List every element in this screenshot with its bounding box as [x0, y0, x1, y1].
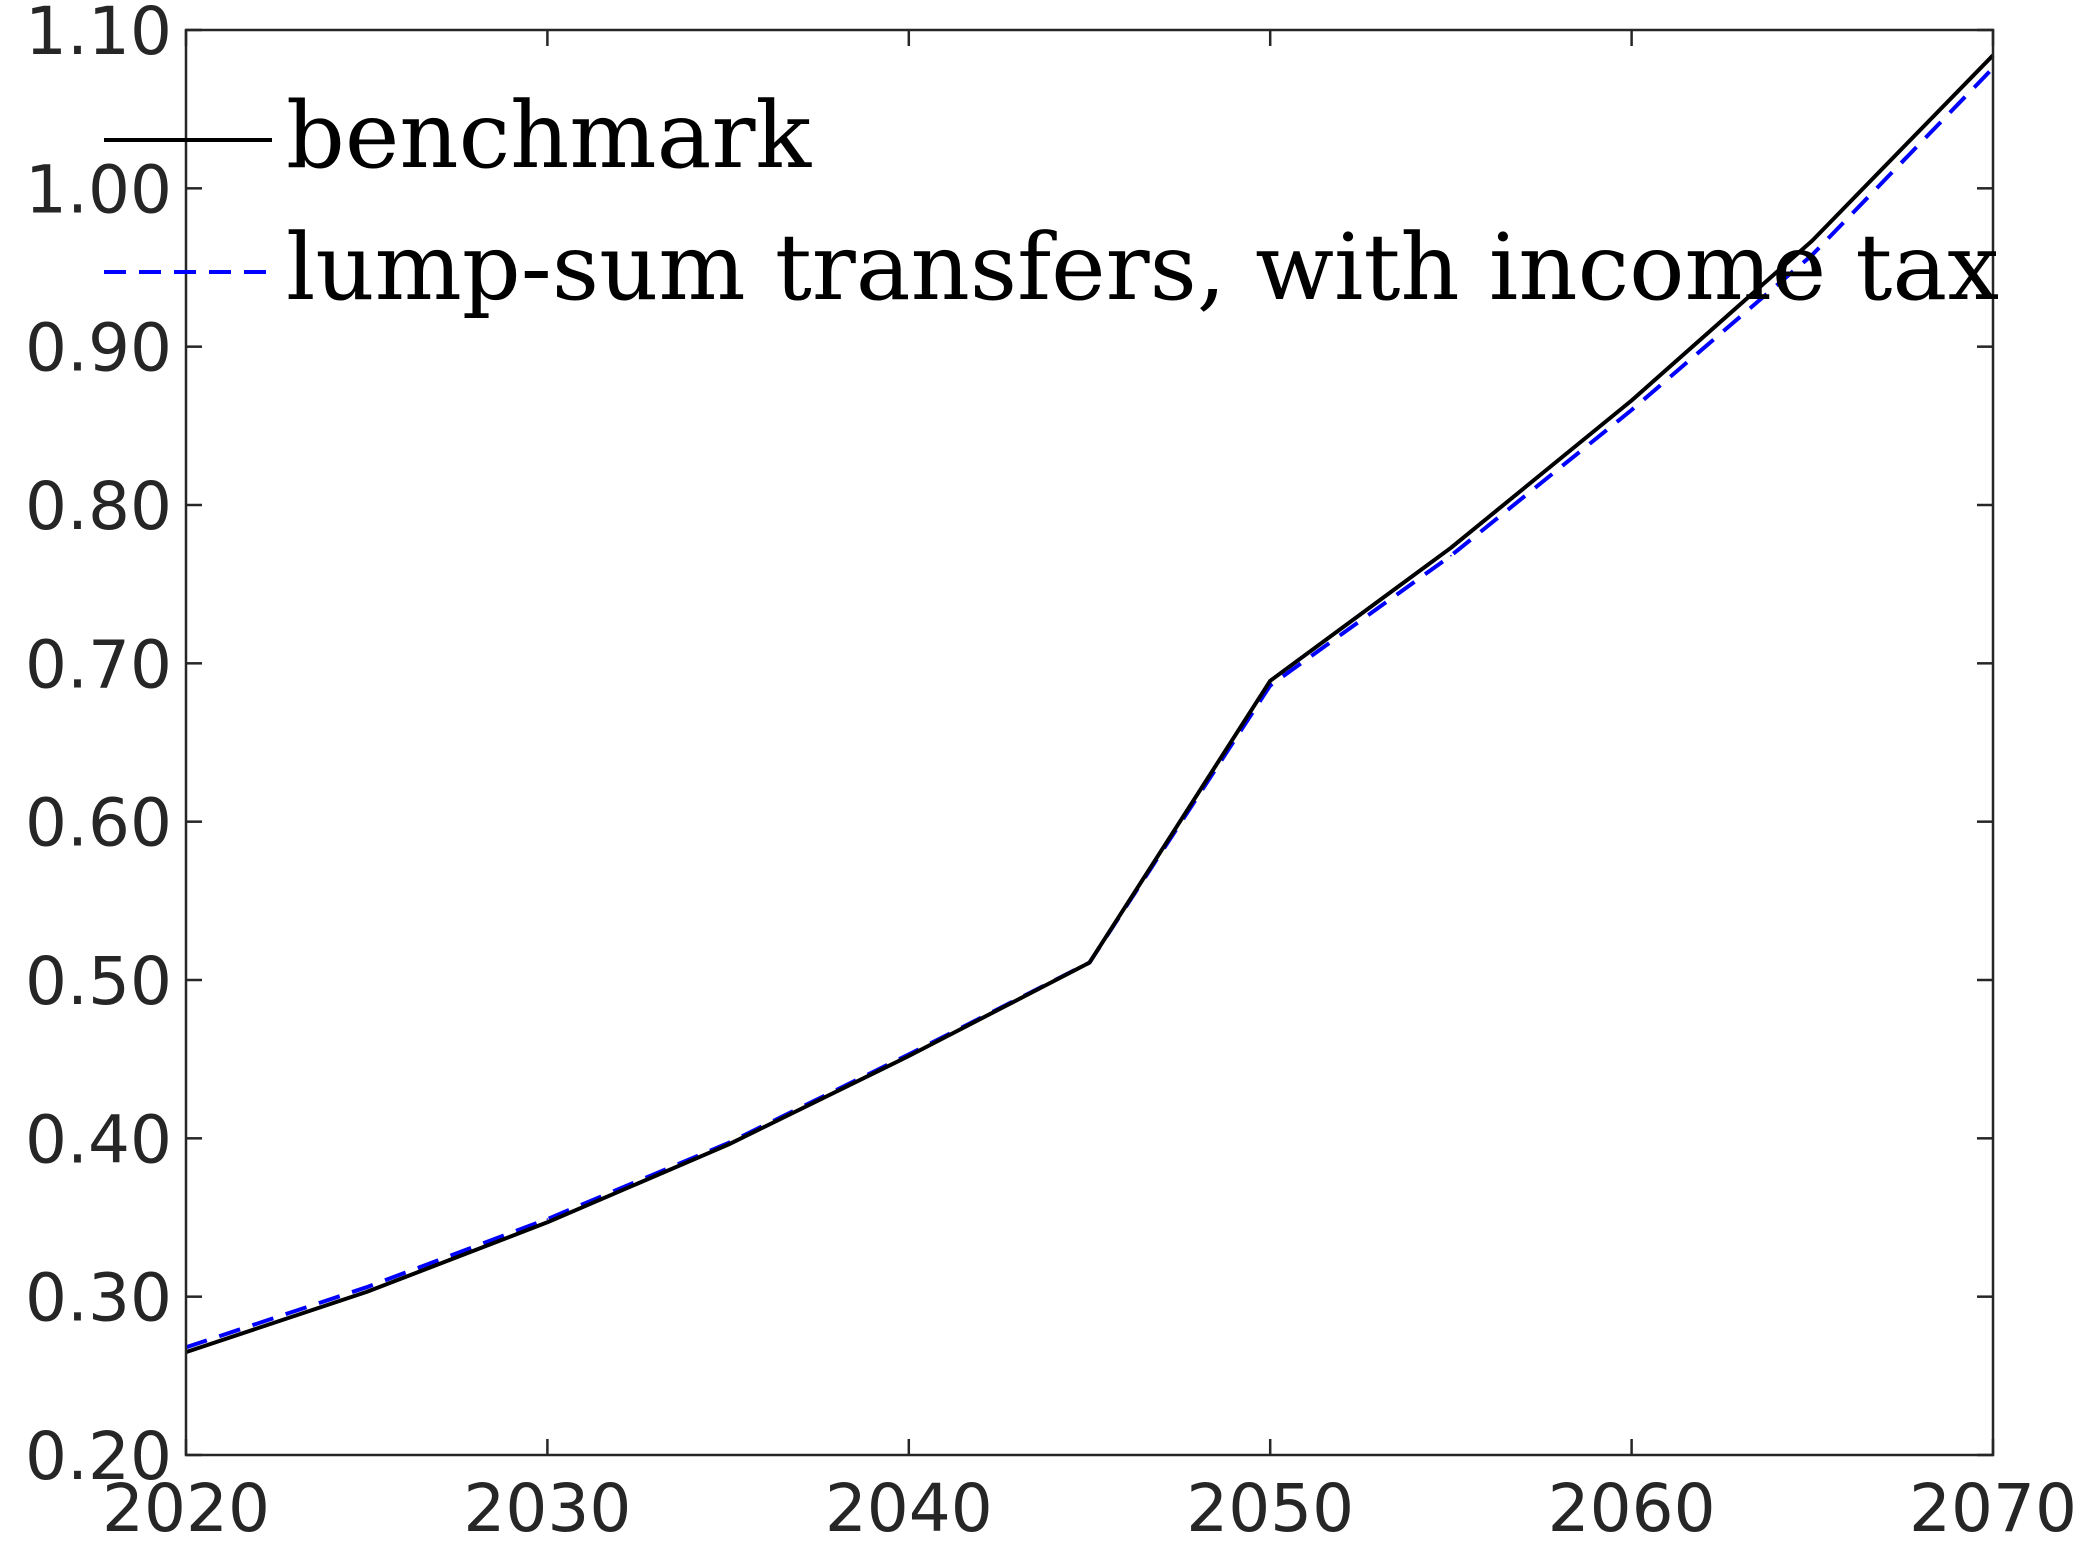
series-0-point	[546, 1221, 549, 1224]
series-1-point	[1630, 409, 1633, 411]
plot-area-frame	[184, 28, 1995, 1457]
x-tick-label: 2060	[1548, 1470, 1716, 1547]
y-tick-label: 1.00	[25, 151, 172, 228]
series-0-point	[908, 1055, 910, 1057]
series-1-point	[1450, 554, 1452, 557]
series-0-point	[1088, 961, 1091, 964]
x-tick-label: 2050	[1186, 1470, 1354, 1547]
x-tick-label: 2040	[825, 1470, 993, 1547]
series-1-point	[1811, 254, 1814, 256]
y-tick-label: 0.70	[25, 626, 172, 703]
x-tick-label: 2020	[102, 1470, 270, 1547]
y-tick-label: 0.80	[25, 468, 172, 545]
y-tick-label: 0.30	[25, 1260, 172, 1337]
series-1-point	[365, 1286, 368, 1288]
legend-label-0: benchmark	[286, 82, 812, 189]
series-0-point	[1269, 680, 1271, 682]
axis-ticks: 2020 2030 2040 2050 2060 2070 0.20 0.30 0.40 0.50…	[25, 0, 2077, 1547]
y-tick-label: 0.60	[25, 785, 172, 862]
series-layer	[185, 53, 1995, 1354]
y-tick-label: 0.40	[25, 1101, 172, 1178]
y-tick-label: 1.10	[25, 0, 172, 70]
legend-label-1: lump-sum transfers, with income tax	[286, 214, 1999, 321]
series-0-point	[727, 1143, 729, 1146]
series-0-point	[1450, 547, 1452, 549]
x-tick-label: 2030	[463, 1470, 631, 1547]
series-0-point	[365, 1291, 368, 1293]
y-tick-label: 0.90	[25, 310, 172, 387]
y-tick-label: 0.50	[25, 943, 172, 1020]
series-0-point	[1630, 399, 1633, 402]
series-1-point	[546, 1218, 549, 1220]
series-0-point	[1811, 239, 1814, 242]
x-tick-label: 2070	[1909, 1470, 2077, 1547]
y-tick-label: 0.20	[25, 1418, 172, 1495]
legend: benchmark lump-sum transfers, with income…	[104, 82, 1999, 321]
